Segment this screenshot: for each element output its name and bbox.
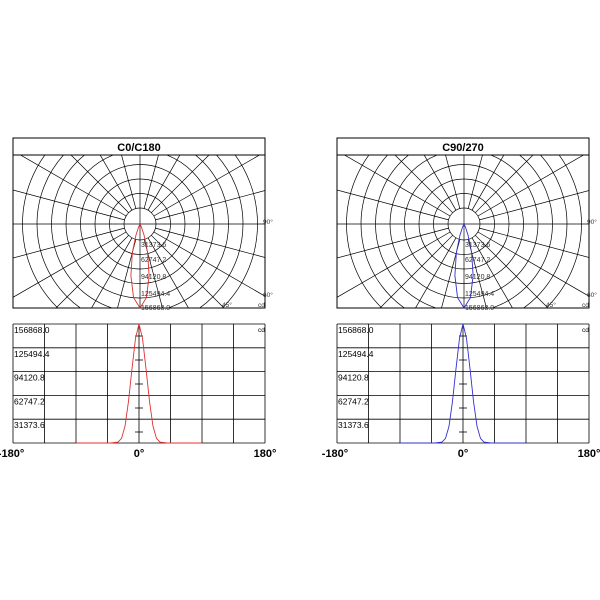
y-tick-label: 94120.8 [338,373,369,383]
polar-grid [13,155,265,308]
polar-box [12,154,266,309]
polar-spoke [477,231,589,297]
y-tick-label: 62747.2 [14,396,45,406]
polar-spoke [153,231,265,297]
cartesian-unit-label: cd [582,327,589,334]
polar-spoke [143,155,159,209]
y-tick-label: 125494.4 [14,349,50,359]
cartesian-intensity-curve [400,323,526,444]
polar-spoke [153,155,261,217]
cartesian-grid [336,323,590,444]
polar-spoke [337,227,449,259]
angle-label-45: 45° [222,301,232,309]
polar-spoke [151,155,210,213]
angle-label-60: 60° [263,291,273,299]
polar-spoke [477,155,585,217]
polar-spoke [151,235,225,308]
polar-spoke [467,155,483,209]
x-tick-label: 0° [134,448,145,460]
radial-tick-label: 156868.0 [141,305,170,312]
x-tick-label: 180° [254,448,277,460]
angle-label-60: 60° [587,291,597,299]
polar-intensity-curve [454,223,474,309]
chart-panel-0: C0/C180 31373.6 62747.2 94120.8 125494.4 1568… [0,137,277,460]
polar-spoke [471,155,505,211]
radial-tick-label: 31373.6 [141,242,166,249]
polar-spoke [441,239,461,308]
polar-grid [337,155,589,308]
polar-spoke [479,227,589,258]
polar-spoke [467,239,487,308]
polar-spoke [13,189,125,221]
polar-spoke [471,237,513,308]
polar-spoke [343,155,451,217]
polar-spoke [13,227,125,259]
chart-title: C0/C180 [117,142,160,154]
radial-tick-label: 62747.2 [141,257,166,264]
polar-spoke [445,155,461,209]
polar-spoke [379,235,453,308]
y-tick-label: 94120.8 [14,373,45,383]
polar-spoke [147,155,181,211]
y-tick-label: 156868.0 [338,325,374,335]
y-tick-label: 31373.6 [338,420,369,430]
polar-spoke [337,189,449,221]
y-tick-label: 62747.2 [338,396,369,406]
polar-spoke [13,231,127,298]
polar-spoke [155,227,265,258]
radial-tick-label: 31373.6 [465,242,490,249]
chart-title: C90/270 [442,142,484,154]
cartesian-intensity-curve [76,323,202,444]
angle-label-90: 90° [587,218,597,226]
polar-spoke [394,155,453,213]
polar-spoke [121,155,137,209]
polar-spoke [147,237,189,308]
angle-label-90: 90° [263,218,273,226]
y-tick-label: 125494.4 [338,349,374,359]
polar-unit-label: cd [258,302,265,309]
polar-spoke [423,155,457,211]
radial-tick-label: 156868.0 [465,305,494,312]
polar-spoke [337,231,451,298]
polar-spoke [155,190,265,221]
y-tick-label: 156868.0 [14,325,50,335]
polar-spoke [143,239,163,308]
x-tick-label: -180° [322,448,348,460]
x-tick-label: 180° [578,448,600,460]
x-tick-label: -180° [0,448,24,460]
radial-tick-label: 125494.4 [465,291,494,298]
angle-label-45: 45° [546,301,556,309]
polar-spoke [99,155,133,211]
polar-spoke [91,237,133,308]
polar-intensity-curve [130,223,150,309]
polar-spoke [475,155,534,213]
radial-tick-label: 62747.2 [465,257,490,264]
radial-tick-label: 125494.4 [141,291,170,298]
polar-spoke [479,190,589,221]
polar-spoke [70,155,129,213]
polar-unit-label: cd [582,302,589,309]
radial-tick-label: 94120.8 [465,274,490,281]
cartesian-unit-label: cd [258,327,265,334]
polar-spoke [117,239,137,308]
y-tick-label: 31373.6 [14,420,45,430]
radial-tick-label: 94120.8 [141,274,166,281]
polar-spoke [415,237,457,308]
x-tick-label: 0° [458,448,469,460]
cartesian-grid [12,323,266,444]
polar-spoke [475,235,549,308]
polar-spoke [55,235,129,308]
polar-box [336,154,590,309]
polar-spoke [19,155,127,217]
chart-panel-1: C90/270 31373.6 62747.2 94120.8 125494.4 1568… [322,137,600,460]
